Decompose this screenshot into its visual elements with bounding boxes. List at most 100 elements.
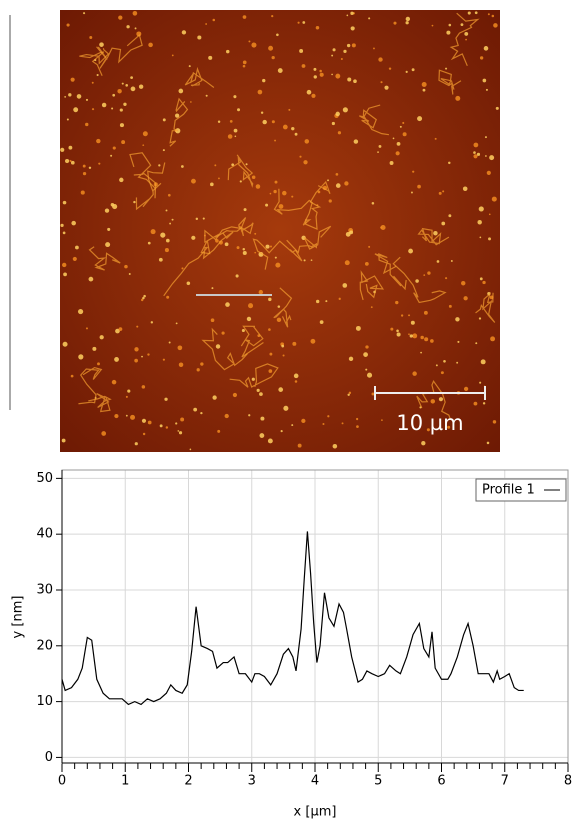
afm-speck [260, 111, 264, 114]
afm-speck [346, 43, 351, 48]
afm-speck [280, 430, 283, 433]
afm-branch [184, 66, 215, 88]
afm-speck [218, 240, 223, 245]
afm-speck [402, 121, 405, 124]
afm-speck [134, 442, 138, 446]
afm-speck [294, 132, 298, 136]
afm-speck [150, 229, 156, 235]
afm-speck [393, 21, 397, 25]
y-tick-label: 20 [36, 638, 53, 653]
afm-speck [147, 353, 150, 356]
afm-speck [115, 328, 120, 334]
afm-speck [405, 70, 408, 73]
afm-speck [234, 135, 237, 138]
afm-speck [191, 178, 196, 184]
afm-speck [344, 260, 350, 266]
afm-speck [128, 273, 131, 276]
afm-speck [162, 358, 165, 361]
afm-speck [111, 379, 117, 385]
afm-speck [281, 344, 285, 348]
afm-speck [440, 371, 444, 375]
afm-speck [188, 65, 191, 68]
afm-speck [408, 314, 411, 317]
afm-speck [343, 49, 347, 53]
afm-speck [110, 154, 113, 157]
afm-speck [274, 180, 278, 184]
afm-speck [169, 222, 172, 225]
afm-speck [447, 425, 451, 429]
afm-speck [65, 158, 70, 164]
afm-speck [221, 331, 225, 335]
afm-speck [119, 123, 125, 128]
afm-speck [476, 152, 481, 156]
afm-speck [342, 283, 348, 288]
afm-speck [260, 416, 265, 421]
afm-speck [435, 364, 438, 367]
x-tick-label: 7 [501, 774, 509, 789]
afm-speck [164, 248, 169, 253]
afm-speck [479, 236, 482, 239]
afm-speck [405, 21, 409, 25]
afm-speck [141, 418, 147, 423]
afm-speck [328, 199, 332, 203]
afm-speck [130, 86, 136, 92]
afm-speck [258, 289, 264, 295]
afm-branch [88, 246, 121, 271]
afm-speck [456, 361, 459, 364]
afm-speck [257, 89, 263, 95]
afm-branch [163, 231, 234, 297]
afm-speck [340, 57, 343, 61]
afm-speck [348, 356, 354, 362]
afm-speck [373, 47, 375, 50]
afm-speck [276, 317, 282, 323]
x-tick-label: 3 [248, 774, 256, 789]
afm-speck [380, 224, 386, 230]
afm-speck [345, 231, 351, 237]
afm-speck [415, 279, 419, 283]
afm-speck [473, 154, 478, 159]
afm-branch [78, 366, 103, 405]
afm-speck [195, 217, 199, 221]
afm-speck [232, 392, 238, 398]
afm-speck [63, 272, 67, 277]
afm-speck [417, 116, 423, 122]
afm-speck [164, 397, 168, 401]
afm-speck [331, 121, 335, 126]
afm-speck [441, 221, 446, 226]
afm-speck [327, 415, 330, 418]
afm-speck [251, 175, 256, 179]
afm-speck [378, 144, 382, 148]
afm-speck [140, 298, 144, 302]
afm-speck [248, 303, 254, 309]
afm-branch [305, 180, 331, 230]
afm-speck [202, 217, 205, 220]
afm-speck [335, 172, 339, 176]
afm-speck [410, 320, 415, 325]
afm-speck [268, 328, 271, 331]
afm-speck [448, 161, 451, 165]
afm-speck [445, 67, 448, 70]
afm-speck [344, 181, 349, 186]
afm-speck [196, 368, 200, 372]
afm-speck [337, 131, 342, 135]
afm-speck [107, 227, 111, 231]
afm-speck [380, 81, 383, 84]
afm-speck [319, 72, 324, 77]
afm-speck [448, 304, 452, 308]
afm-speck [395, 151, 400, 156]
afm-speck [200, 411, 203, 415]
afm-speck [77, 308, 84, 315]
afm-speck [99, 42, 104, 47]
afm-speck [159, 424, 163, 428]
afm-speck [265, 203, 269, 207]
afm-speck [150, 321, 154, 324]
afm-speck [255, 184, 261, 189]
afm-speck [190, 101, 192, 103]
afm-speck [225, 302, 230, 307]
afm-speck [420, 335, 424, 340]
afm-speck [75, 245, 79, 250]
afm-speck [142, 432, 146, 436]
afm-speck [125, 414, 128, 417]
afm-branch [438, 69, 462, 95]
